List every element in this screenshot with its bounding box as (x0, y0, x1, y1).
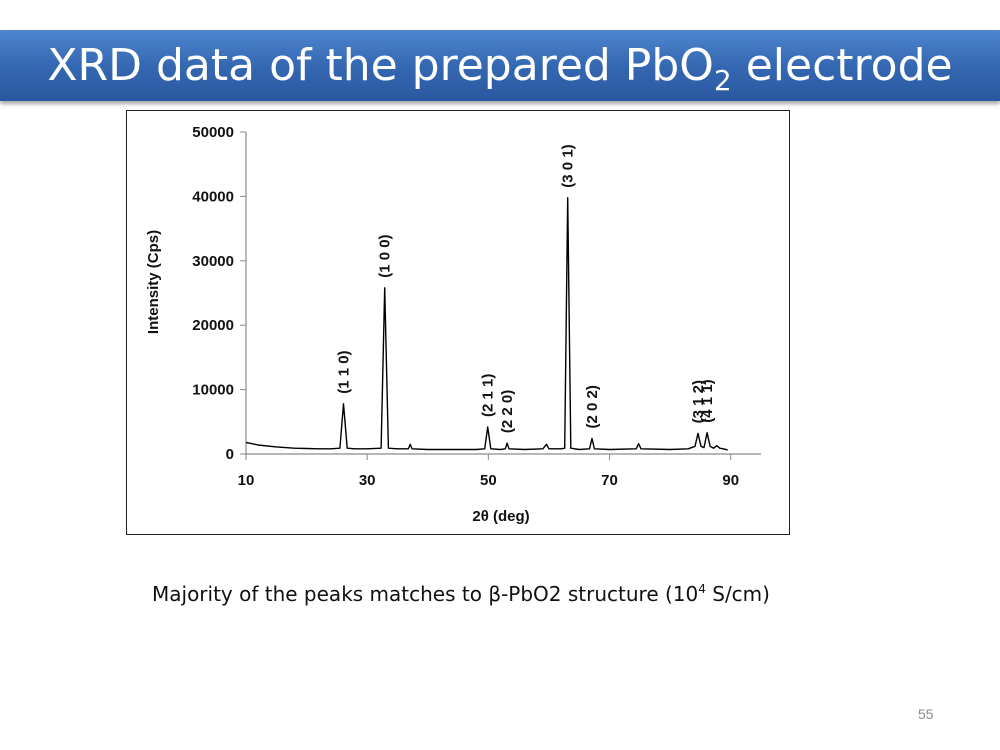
peak-label: (2 1 1) (480, 374, 497, 417)
y-axis-label: Intensity (Cps) (145, 230, 162, 334)
y-tick-label: 30000 (192, 253, 234, 270)
y-tick-label: 20000 (192, 317, 234, 334)
x-tick-label: 50 (480, 472, 497, 489)
page-number: 55 (918, 706, 934, 722)
peak-label: (4 1 1) (699, 379, 716, 422)
xrd-chart-frame: Intensity (Cps) 2θ (deg) 0 10000 20000 3000… (126, 110, 790, 535)
x-tick-label: 90 (722, 472, 739, 489)
peak-label: (1 1 0) (336, 350, 353, 393)
title-main: XRD data of the prepared PbO (47, 40, 714, 91)
slide-caption: Majority of the peaks matches to β-PbO2 … (152, 582, 770, 606)
x-axis-label: 2θ (deg) (472, 508, 529, 525)
caption-main: Majority of the peaks matches to β-PbO2 … (152, 582, 699, 606)
xrd-pattern-line (245, 196, 728, 451)
caption-end: S/cm) (705, 582, 770, 606)
title-subscript: 2 (713, 64, 732, 97)
title-bar (0, 30, 1000, 101)
x-tick-label: 70 (601, 472, 618, 489)
peak-label: (2 0 2) (584, 385, 601, 428)
peak-label: (1 0 0) (377, 234, 394, 277)
title-end: electrode (731, 40, 953, 91)
peak-label: (3 1 2) (690, 380, 707, 423)
x-tick-label: 30 (359, 472, 376, 489)
y-tick-label: 40000 (192, 188, 234, 205)
slide-title: XRD data of the prepared PbO2 electrode (0, 36, 1000, 96)
peak-label: (2 2 0) (499, 390, 516, 433)
caption-superscript: 4 (698, 582, 706, 596)
y-tick-label: 10000 (192, 382, 234, 399)
y-tick-label: 0 (226, 446, 234, 463)
xrd-chart: Intensity (Cps) 2θ (deg) 0 10000 20000 3000… (145, 124, 761, 525)
x-tick-label: 10 (238, 472, 255, 489)
y-tick-label: 50000 (192, 124, 234, 141)
peak-label: (3 0 1) (560, 144, 577, 187)
